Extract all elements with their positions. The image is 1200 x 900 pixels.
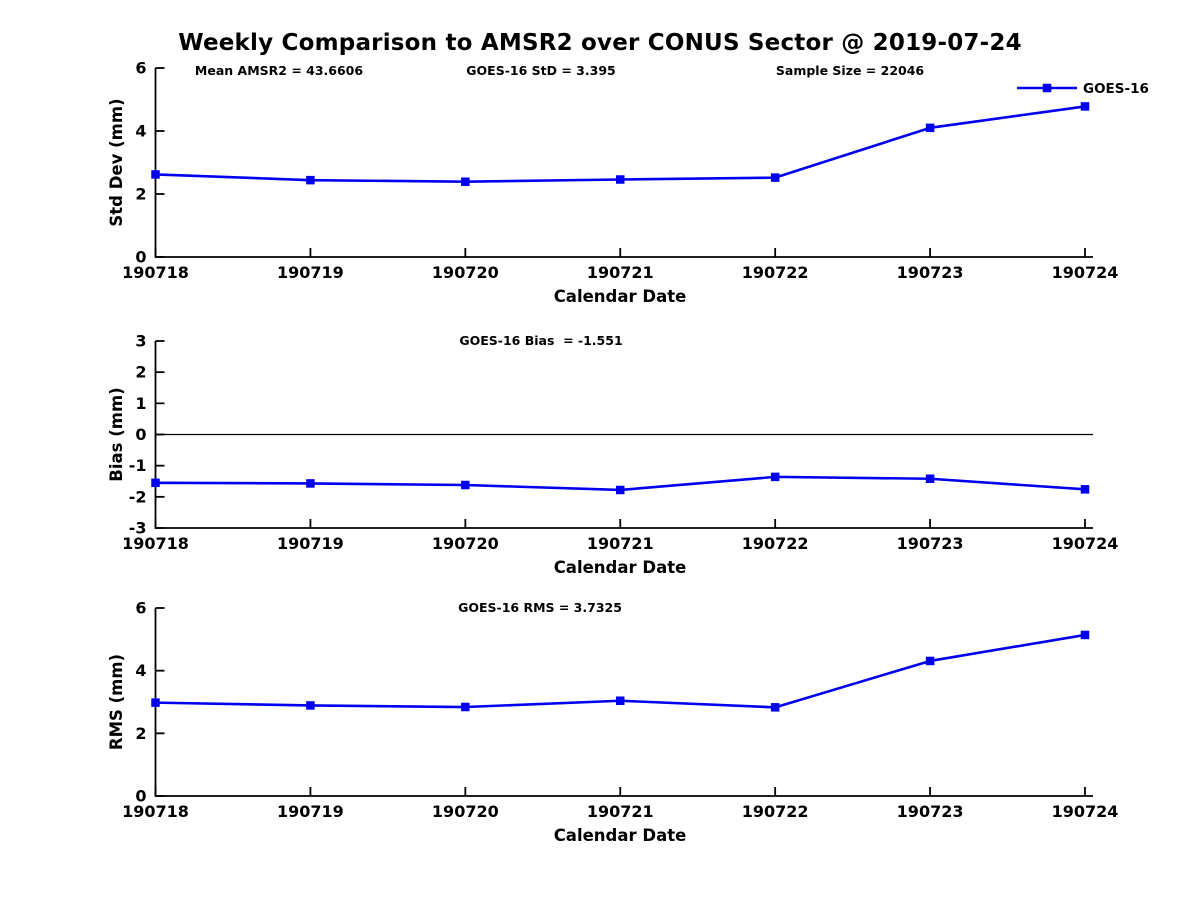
rms-y-tick-label: 6 (135, 599, 146, 618)
bias-x-tick-label: 190718 (122, 534, 189, 553)
std-dev-x-tick-label: 190720 (432, 263, 499, 282)
bias-y-tick-label: 2 (135, 363, 146, 382)
rms-annotation: GOES-16 RMS = 3.7325 (458, 600, 622, 615)
std-dev-y-axis-label: Std Dev (mm) (107, 98, 126, 226)
rms-data-point-marker (1080, 630, 1090, 640)
bias-y-tick-label: 0 (135, 425, 146, 444)
std-dev-x-tick-label: 190718 (122, 263, 189, 282)
std-dev-x-tick-label: 190721 (587, 263, 654, 282)
rms-y-tick-label: 0 (135, 787, 146, 806)
std-dev-annotation: GOES-16 StD = 3.395 (466, 63, 615, 78)
std-dev-y-tick-label: 6 (135, 59, 146, 78)
std-dev-x-axis-label: Calendar Date (554, 287, 687, 306)
bias-annotation: GOES-16 Bias = -1.551 (459, 333, 622, 348)
rms-data-point-marker (770, 703, 780, 712)
rms-y-tick-label: 2 (135, 724, 146, 743)
rms-y-tick-label: 4 (135, 661, 146, 680)
std-dev-data-point-marker (925, 123, 935, 133)
rms-x-tick-label: 190721 (587, 802, 654, 821)
bias-x-tick-label: 190722 (742, 534, 809, 553)
rms-data-point-marker (925, 656, 935, 666)
std-dev-data-point-marker (616, 175, 625, 184)
bias-y-tick-label: -3 (129, 519, 147, 538)
bias-y-tick-label: 1 (135, 394, 146, 413)
rms-data-point-marker (151, 698, 160, 707)
std-dev-data-point-marker (1080, 102, 1090, 111)
bias-x-tick-label: 190720 (432, 534, 499, 553)
rms-y-axis-label: RMS (mm) (107, 654, 126, 750)
rms-series-line (155, 633, 1086, 709)
rms-x-tick-label: 190724 (1052, 802, 1119, 821)
bias-x-tick-label: 190724 (1052, 534, 1119, 553)
bias-x-tick-label: 190721 (587, 534, 654, 553)
rms-data-point-marker (616, 696, 625, 705)
std-dev-annotation: Mean AMSR2 = 43.6606 (195, 63, 363, 78)
rms-x-tick-label: 190720 (432, 802, 499, 821)
rms-data-point-marker (461, 702, 470, 712)
bias-data-point-marker (616, 485, 625, 495)
std-dev-data-point-marker (306, 175, 315, 185)
bias-data-point-marker (151, 478, 160, 488)
std-dev-data-point-marker (461, 177, 470, 186)
figure-title: Weekly Comparison to AMSR2 over CONUS Se… (178, 30, 1022, 56)
legend-label: GOES-16 (1083, 81, 1149, 97)
std-dev-y-tick-label: 2 (135, 185, 146, 204)
bias-y-axis-label: Bias (mm) (107, 387, 126, 481)
std-dev-y-tick-label: 4 (135, 122, 146, 141)
rms-x-tick-label: 190718 (122, 802, 189, 821)
rms-x-tick-label: 190723 (897, 802, 964, 821)
std-dev-x-tick-label: 190723 (897, 263, 964, 282)
std-dev-x-tick-label: 190724 (1052, 263, 1119, 282)
bias-x-axis-label: Calendar Date (554, 558, 687, 577)
bias-data-point-marker (925, 474, 935, 484)
bias-y-tick-label: -1 (129, 456, 147, 475)
std-dev-x-tick-label: 190722 (742, 263, 809, 282)
bias-data-point-marker (1080, 485, 1090, 494)
rms-data-point-marker (306, 701, 315, 710)
bias-x-tick-label: 190723 (897, 534, 964, 553)
bias-y-tick-label: -2 (129, 487, 147, 506)
std-dev-x-tick-label: 190719 (277, 263, 344, 282)
bias-data-point-marker (461, 480, 470, 490)
std-dev-annotation: Sample Size = 22046 (776, 63, 925, 78)
bias-y-tick-label: 3 (135, 332, 146, 351)
std-dev-data-point-marker (770, 173, 780, 182)
std-dev-data-point-marker (151, 170, 160, 179)
std-dev-y-tick-label: 0 (135, 248, 146, 267)
rms-x-axis-label: Calendar Date (554, 826, 687, 845)
rms-x-tick-label: 190722 (742, 802, 809, 821)
legend-marker-sample (1042, 83, 1052, 93)
std-dev-axes-spines (154, 68, 1093, 258)
bias-data-point-marker (770, 472, 780, 482)
std-dev-series-line (155, 105, 1086, 184)
rms-x-tick-label: 190719 (277, 802, 344, 821)
bias-data-point-marker (306, 479, 315, 488)
bias-x-tick-label: 190719 (277, 534, 344, 553)
